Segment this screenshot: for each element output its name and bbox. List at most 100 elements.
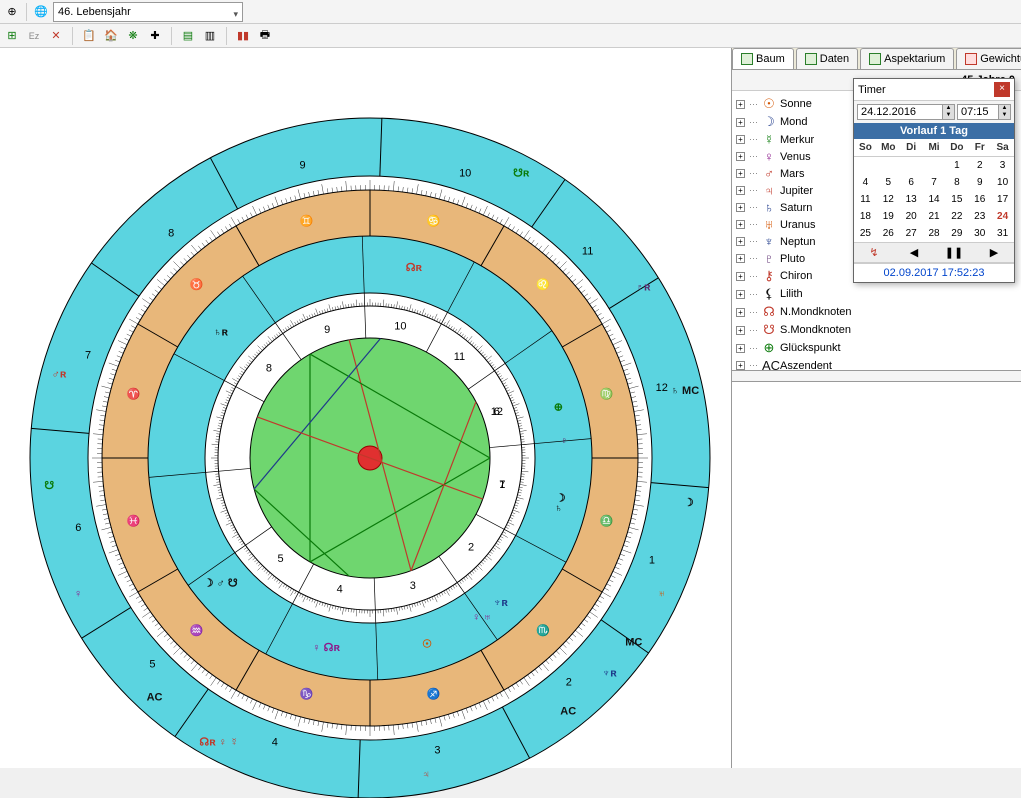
x-icon[interactable]: ✕	[48, 28, 64, 44]
cal-day[interactable]: 31	[991, 225, 1014, 242]
nav-prev[interactable]: ◀	[894, 243, 934, 262]
cal-day[interactable]: 27	[900, 225, 923, 242]
cal-day[interactable]: 5	[877, 174, 900, 191]
list-icon[interactable]: ▤	[180, 28, 196, 44]
toolbar-top: ⊕ 🌐 46. Lebensjahr	[0, 0, 1021, 24]
cal-day[interactable]: 12	[877, 191, 900, 208]
cal-day[interactable]: 14	[923, 191, 946, 208]
wheel-icon[interactable]: ❋	[125, 28, 141, 44]
svg-text:☊ʀ ♀ ☿: ☊ʀ ♀ ☿	[199, 736, 238, 748]
svg-text:♇: ♇	[560, 435, 568, 447]
time-down[interactable]: ▼	[998, 112, 1010, 119]
cal-day[interactable]: 25	[854, 225, 877, 242]
cal-day[interactable]: 17	[991, 191, 1014, 208]
time-input[interactable]: 07:15▲▼	[957, 104, 1011, 120]
svg-text:♀: ♀	[74, 588, 82, 600]
event-icon[interactable]: 📋	[81, 28, 97, 44]
year-dropdown[interactable]: 46. Lebensjahr	[53, 2, 243, 22]
home-icon[interactable]: 🏠	[103, 28, 119, 44]
cal-day[interactable]: 4	[854, 174, 877, 191]
cal-day[interactable]: 7	[923, 174, 946, 191]
cal-day[interactable]: 8	[945, 174, 968, 191]
cal-day[interactable]: 23	[968, 208, 991, 225]
bars-icon[interactable]: ▮▮	[235, 28, 251, 44]
target-icon[interactable]: ⊕	[4, 4, 20, 20]
cal-day[interactable]: 24	[991, 208, 1014, 225]
plus-icon[interactable]: ✚	[147, 28, 163, 44]
svg-text:♐: ♐	[427, 688, 441, 701]
svg-text:☽: ☽	[684, 497, 694, 509]
tree-item[interactable]: +⋯⚸Lilith	[736, 285, 1017, 303]
cal-head: SoMoDiMiDoFrSa	[854, 139, 1014, 157]
print-icon[interactable]: 🖶	[257, 28, 273, 44]
cal-day[interactable]: 15	[945, 191, 968, 208]
toolbar-bottom: ⊞ Ez ✕ 📋 🏠 ❋ ✚ ▤ ▥ ▮▮ 🖶	[0, 24, 1021, 48]
svg-text:AC: AC	[147, 691, 163, 703]
time-up[interactable]: ▲	[998, 105, 1010, 112]
page-icon[interactable]: ▥	[202, 28, 218, 44]
notes-area[interactable]	[732, 381, 1021, 768]
nav-pause[interactable]: ❚❚	[934, 243, 974, 262]
cal-day[interactable]: 29	[945, 225, 968, 242]
svg-text:☽ ♂ ☋: ☽ ♂ ☋	[204, 577, 238, 589]
svg-text:♏: ♏	[536, 624, 550, 637]
tab-daten[interactable]: Daten	[796, 48, 858, 69]
cal-day[interactable]: 16	[968, 191, 991, 208]
cal-day[interactable]: 26	[877, 225, 900, 242]
cal-day[interactable]: 28	[923, 225, 946, 242]
cal-day[interactable]: 6	[900, 174, 923, 191]
close-icon[interactable]: ×	[994, 82, 1010, 97]
cal-day[interactable]: 3	[991, 157, 1014, 174]
tab-gewichtungen[interactable]: Gewichtungen	[956, 48, 1021, 69]
tree-item[interactable]: +⋯☊N.Mondknoten	[736, 303, 1017, 321]
cal-day[interactable]: 9	[968, 174, 991, 191]
svg-text:♎: ♎	[600, 514, 614, 527]
cal-day[interactable]: 22	[945, 208, 968, 225]
cal-day[interactable]: 30	[968, 225, 991, 242]
nav-icon[interactable]: ↯	[854, 243, 894, 262]
cal-day	[854, 157, 877, 174]
svg-text:♅: ♅	[658, 588, 666, 600]
svg-text:☉: ☉	[422, 638, 432, 650]
svg-text:♆ʀ: ♆ʀ	[602, 667, 617, 679]
tree-icon[interactable]: ⊞	[4, 28, 20, 44]
date-down[interactable]: ▼	[942, 112, 954, 119]
date-input[interactable]: 24.12.2016▲▼	[857, 104, 955, 120]
svg-text:6: 6	[494, 406, 500, 418]
cal-day[interactable]: 19	[877, 208, 900, 225]
svg-text:8: 8	[168, 227, 174, 239]
cal-day[interactable]: 13	[900, 191, 923, 208]
cal-day[interactable]: 1	[945, 157, 968, 174]
svg-text:♍: ♍	[600, 388, 614, 401]
globe-icon[interactable]: 🌐	[33, 4, 49, 20]
cal-day[interactable]: 21	[923, 208, 946, 225]
astro-chart: ♈♉♊♋♌♍♎♏♐♑♒♓7891011121234567891011121234…	[15, 88, 725, 798]
tree-item[interactable]: +⋯☋S.Mondknoten	[736, 321, 1017, 339]
vorlauf-bar[interactable]: Vorlauf 1 Tag	[854, 123, 1014, 139]
tree-item[interactable]: +⋯ACAszendent	[736, 357, 1017, 371]
date-up[interactable]: ▲	[942, 105, 954, 112]
svg-text:♋: ♋	[427, 214, 441, 227]
svg-text:3: 3	[410, 580, 416, 592]
cal-day[interactable]: 2	[968, 157, 991, 174]
svg-text:♌: ♌	[536, 278, 550, 291]
svg-text:♑: ♑	[300, 688, 314, 701]
svg-text:2: 2	[468, 541, 474, 553]
svg-text:MC: MC	[625, 637, 642, 649]
cal-day[interactable]: 10	[991, 174, 1014, 191]
svg-text:♆ʀ: ♆ʀ	[493, 597, 508, 609]
tree-item[interactable]: +⋯⊕Glückspunkt	[736, 339, 1017, 357]
svg-text:2: 2	[566, 677, 572, 689]
cal-day[interactable]: 18	[854, 208, 877, 225]
svg-text:9: 9	[324, 324, 330, 336]
svg-text:♊: ♊	[300, 214, 314, 227]
svg-text:10: 10	[394, 320, 406, 332]
cal-day[interactable]: 20	[900, 208, 923, 225]
cal-day[interactable]: 11	[854, 191, 877, 208]
tab-baum[interactable]: Baum	[732, 48, 794, 69]
ez-icon[interactable]: Ez	[26, 28, 42, 44]
cal-day	[923, 157, 946, 174]
nav-next[interactable]: ▶	[974, 243, 1014, 262]
svg-text:8: 8	[266, 363, 272, 375]
tab-aspektarium[interactable]: Aspektarium	[860, 48, 954, 69]
